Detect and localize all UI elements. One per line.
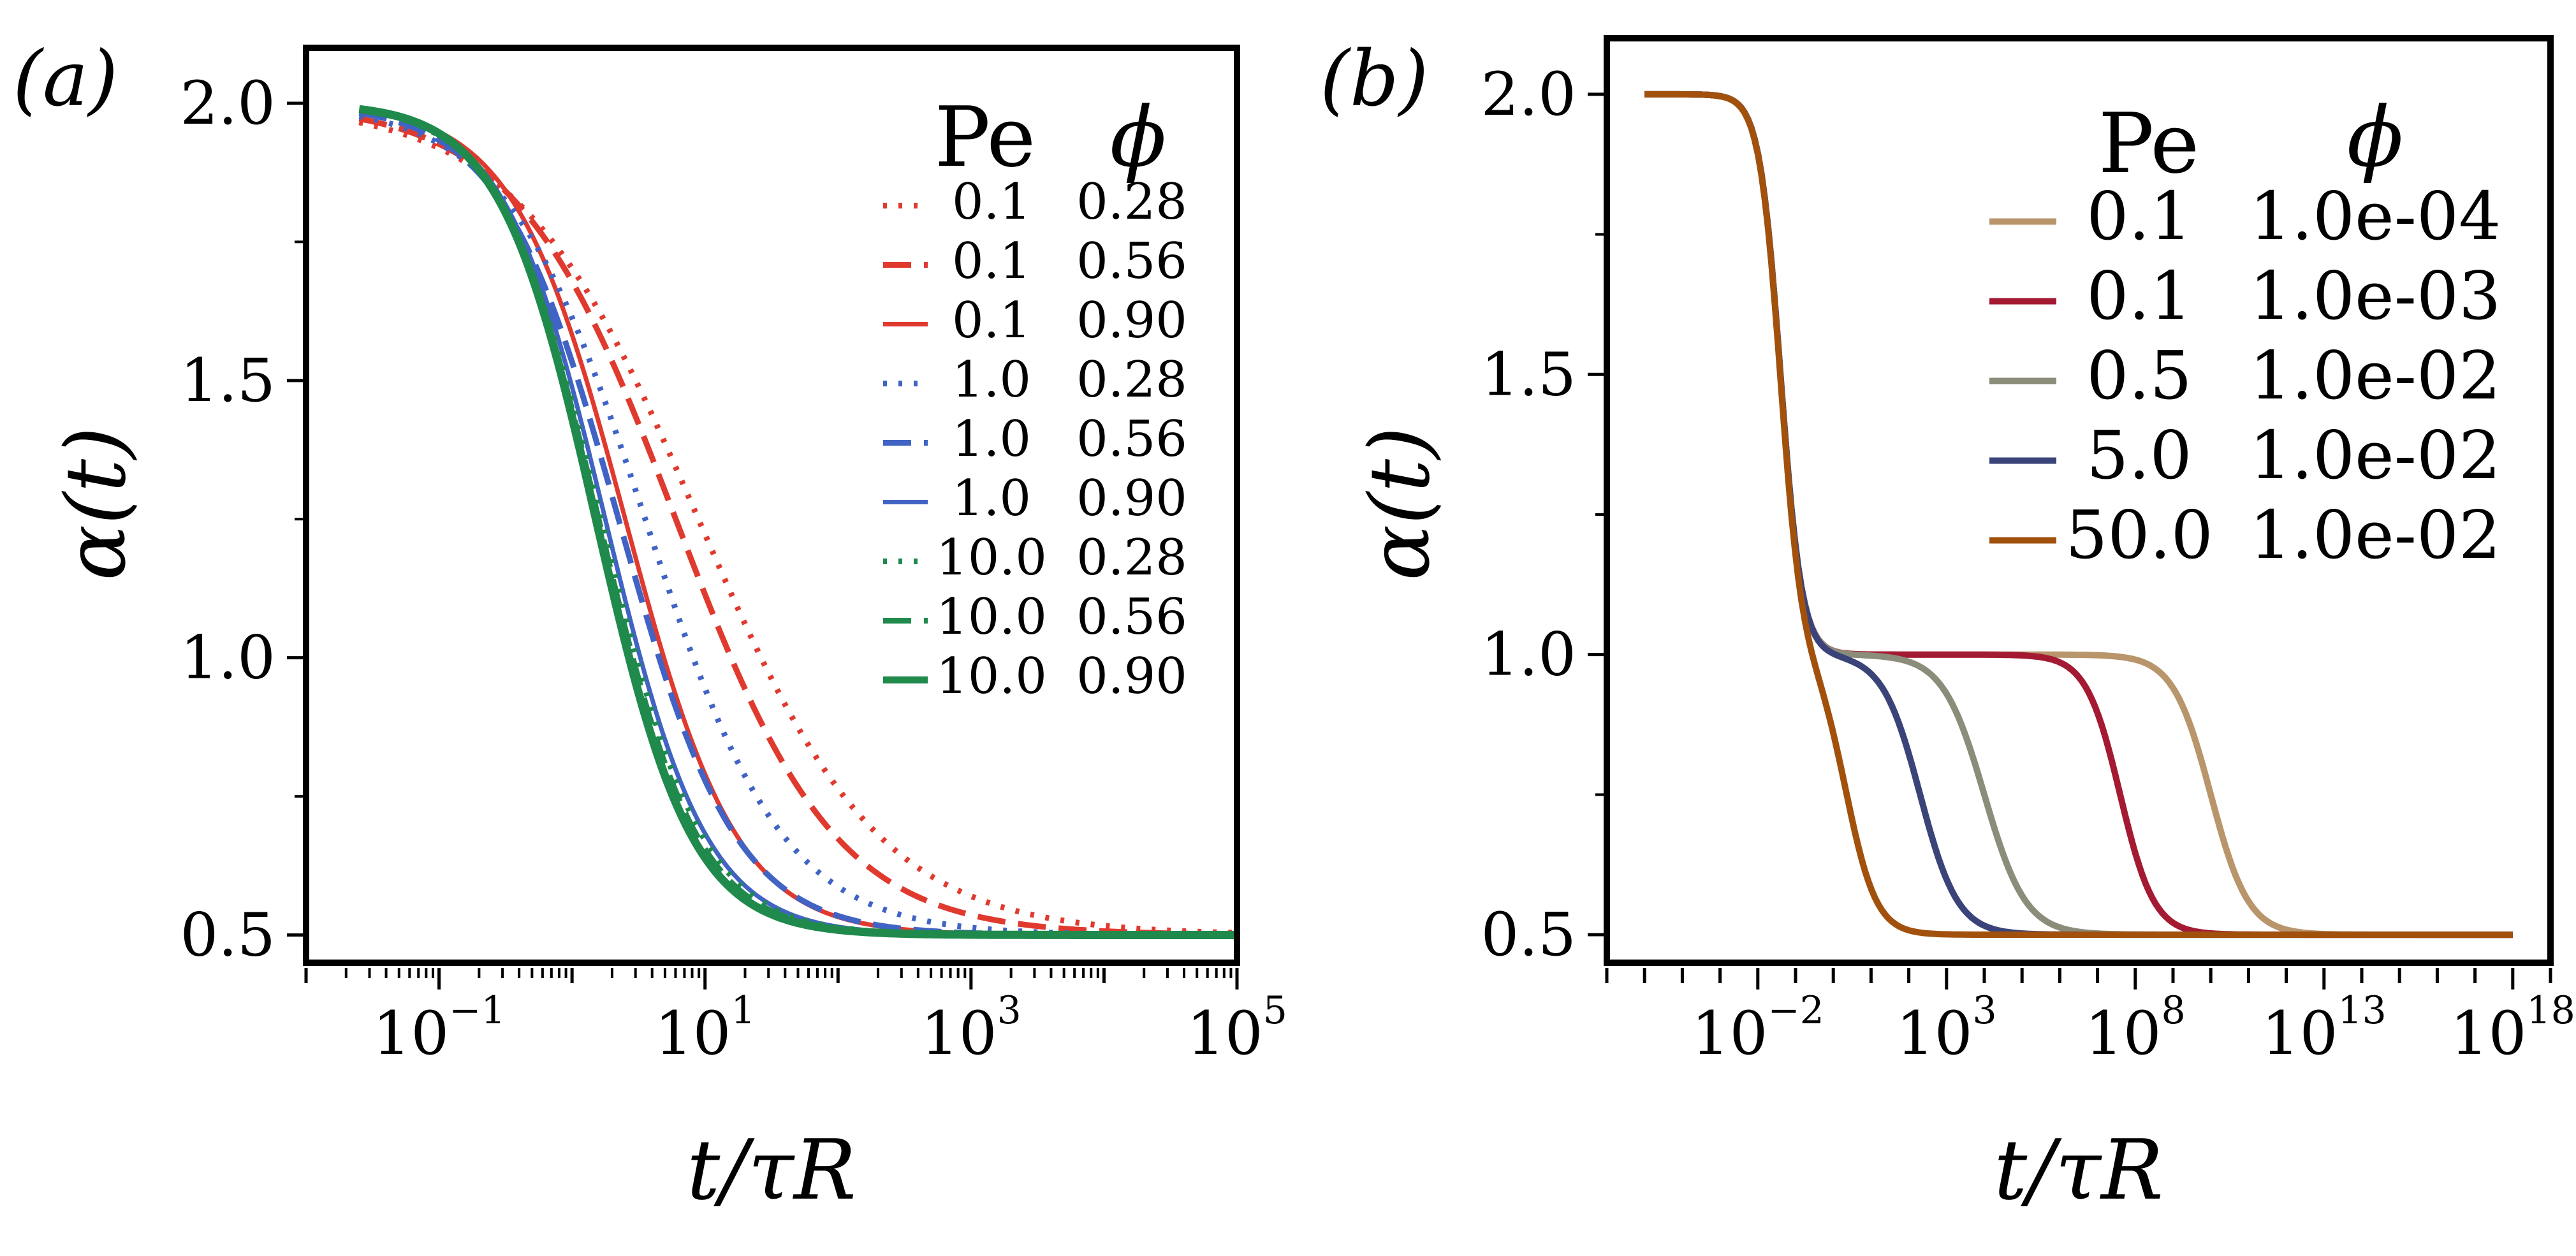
a-legend-phi: 0.28 bbox=[1076, 173, 1187, 231]
panel-a-curves bbox=[358, 105, 1238, 939]
panel-b-x-axis-title: t/τR bbox=[1994, 1121, 2163, 1218]
panel-a-x-axis-title: t/τR bbox=[687, 1121, 856, 1218]
a-legend-phi: 0.90 bbox=[1076, 648, 1187, 705]
panel-a: (a) 0.5 1.0 1.5 2.0 10−1 101 103 105 α(t) t/τR… bbox=[13, 35, 1287, 1218]
panel-b-legend-rows: 0.1 1.0e-04 0.1 1.0e-03 0.5 1.0e-02 5.0 1.0e-02… bbox=[1989, 177, 2501, 574]
a-legend-phi: 0.28 bbox=[1076, 351, 1187, 409]
panel-b-curves bbox=[1644, 91, 2513, 938]
a-legend-pe: 1.0 bbox=[952, 351, 1031, 409]
b-y-tick-label: 1.0 bbox=[1481, 620, 1577, 690]
a-legend-phi: 0.56 bbox=[1076, 411, 1187, 468]
b-legend-pe: 0.5 bbox=[2086, 337, 2192, 414]
panel-label-a: (a) bbox=[13, 35, 118, 124]
b-x-tick-label: 1013 bbox=[2262, 988, 2387, 1069]
panel-b-legend-header-pe: Pe bbox=[2098, 95, 2200, 192]
a-legend-phi: 0.90 bbox=[1076, 292, 1187, 349]
a-legend-pe: 0.1 bbox=[952, 233, 1031, 290]
b-series-line bbox=[1644, 91, 2513, 938]
a-x-tick-label: 103 bbox=[921, 988, 1021, 1069]
a-legend-pe: 1.0 bbox=[952, 411, 1031, 468]
b-legend-phi: 1.0e-03 bbox=[2250, 257, 2501, 335]
a-y-tick-label: 1.5 bbox=[180, 346, 276, 416]
b-legend-pe: 0.1 bbox=[2086, 177, 2192, 255]
panel-a-y-tick-labels: 0.5 1.0 1.5 2.0 bbox=[180, 69, 276, 970]
b-legend-phi: 1.0e-04 bbox=[2250, 177, 2501, 255]
b-legend-phi: 1.0e-02 bbox=[2250, 496, 2501, 574]
panel-b-y-tick-labels: 0.5 1.0 1.5 2.0 bbox=[1481, 60, 1577, 970]
a-legend-phi: 0.28 bbox=[1076, 529, 1187, 587]
a-legend-pe: 0.1 bbox=[952, 292, 1031, 349]
panel-b-frame bbox=[1604, 35, 2554, 966]
panel-a-legend: Pe ϕ 0.1 0.28 0.1 0.56 0.1 0.90 1.0 0.28 1.0 0.56… bbox=[883, 89, 1187, 705]
panel-a-legend-rows: 0.1 0.28 0.1 0.56 0.1 0.90 1.0 0.28 1.0 0.56 1.0 0.… bbox=[883, 173, 1187, 705]
panel-a-y-axis-title: α(t) bbox=[47, 427, 144, 580]
b-x-tick-label: 108 bbox=[2085, 988, 2186, 1069]
b-legend-pe: 50.0 bbox=[2065, 496, 2213, 574]
panel-a-x-tick-labels: 10−1 101 103 105 bbox=[373, 988, 1287, 1069]
panel-a-legend-header-phi: ϕ bbox=[1110, 89, 1167, 186]
panel-a-frame bbox=[303, 45, 1240, 966]
a-legend-pe: 1.0 bbox=[952, 470, 1031, 527]
a-legend-pe: 10.0 bbox=[936, 648, 1047, 705]
a-y-tick-label: 2.0 bbox=[180, 69, 276, 138]
panel-label-b: (b) bbox=[1320, 35, 1428, 124]
a-x-tick-label: 105 bbox=[1187, 988, 1287, 1069]
b-x-tick-label: 10−2 bbox=[1692, 988, 1824, 1069]
a-x-tick-label: 101 bbox=[655, 988, 756, 1069]
b-legend-phi: 1.0e-02 bbox=[2250, 416, 2501, 494]
b-x-tick-label: 103 bbox=[1896, 988, 1997, 1069]
b-legend-pe: 0.1 bbox=[2086, 257, 2192, 335]
a-series-line bbox=[358, 105, 1238, 939]
b-y-tick-label: 1.5 bbox=[1481, 340, 1577, 409]
panel-b-y-axis-title: α(t) bbox=[1351, 427, 1448, 580]
a-x-tick-label: 10−1 bbox=[373, 988, 506, 1069]
a-legend-phi: 0.56 bbox=[1076, 233, 1187, 290]
b-x-tick-label: 1018 bbox=[2450, 988, 2575, 1069]
b-legend-phi: 1.0e-02 bbox=[2250, 337, 2501, 414]
a-y-tick-label: 1.0 bbox=[180, 624, 276, 693]
panel-b-x-tick-labels: 10−2 103 108 1013 1018 bbox=[1692, 988, 2575, 1069]
a-legend-pe: 10.0 bbox=[936, 588, 1047, 646]
b-y-tick-label: 0.5 bbox=[1481, 900, 1577, 970]
panel-a-legend-header-pe: Pe bbox=[935, 89, 1036, 186]
b-y-tick-label: 2.0 bbox=[1481, 60, 1577, 129]
a-legend-pe: 10.0 bbox=[936, 529, 1047, 587]
a-y-tick-label: 0.5 bbox=[180, 901, 276, 970]
b-legend-pe: 5.0 bbox=[2086, 416, 2192, 494]
panel-b-legend-header-phi: ϕ bbox=[2347, 89, 2404, 186]
panel-b-legend: Pe ϕ 0.1 1.0e-04 0.1 1.0e-03 0.5 1.0e-02 5.0 1.… bbox=[1989, 89, 2501, 574]
panel-b: (b) 0.5 1.0 1.5 2.0 10−2 103 108 1013 1018 α(t)… bbox=[1320, 35, 2575, 1218]
a-legend-phi: 0.90 bbox=[1076, 470, 1187, 527]
a-legend-phi: 0.56 bbox=[1076, 588, 1187, 646]
a-legend-pe: 0.1 bbox=[952, 173, 1031, 231]
